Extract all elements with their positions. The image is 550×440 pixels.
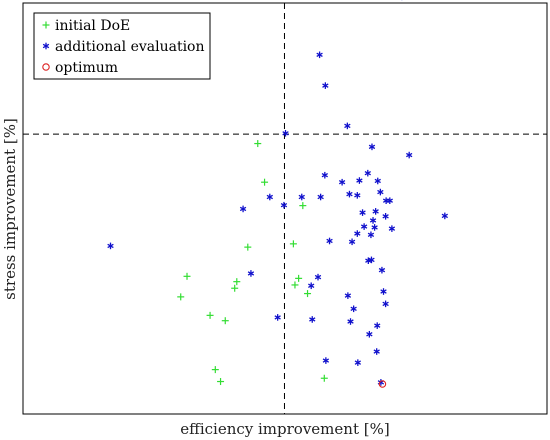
data-point bbox=[382, 197, 390, 204]
data-point bbox=[378, 266, 386, 274]
data-point bbox=[366, 330, 373, 338]
data-point bbox=[316, 51, 323, 59]
series-circle bbox=[378, 380, 387, 388]
data-point bbox=[371, 224, 378, 231]
data-point bbox=[322, 82, 329, 89]
data-point bbox=[239, 205, 247, 213]
data-point bbox=[338, 178, 346, 186]
data-point bbox=[317, 193, 324, 201]
data-point bbox=[221, 317, 229, 325]
data-point bbox=[344, 122, 351, 130]
data-point bbox=[314, 273, 322, 281]
data-point bbox=[326, 237, 333, 245]
data-point bbox=[374, 177, 381, 185]
data-point bbox=[206, 311, 214, 319]
data-point bbox=[378, 380, 387, 388]
data-point bbox=[364, 169, 371, 177]
data-point bbox=[373, 348, 380, 355]
legend: initial DoE additional evaluation optimum bbox=[33, 12, 211, 80]
data-point bbox=[347, 318, 354, 325]
data-point bbox=[406, 151, 413, 159]
data-point bbox=[369, 217, 377, 224]
data-point bbox=[374, 322, 381, 329]
data-point bbox=[217, 378, 225, 386]
data-point bbox=[177, 293, 185, 301]
legend-marker bbox=[42, 63, 50, 71]
data-point bbox=[322, 357, 330, 364]
data-point bbox=[368, 256, 375, 264]
data-point bbox=[289, 240, 297, 248]
data-point bbox=[360, 223, 368, 230]
data-point bbox=[231, 284, 239, 292]
legend-label: optimum bbox=[55, 60, 118, 76]
data-point bbox=[348, 238, 356, 246]
data-point bbox=[380, 288, 387, 295]
legend-entries: initial DoE additional evaluation optimum bbox=[42, 18, 205, 76]
data-point bbox=[304, 290, 312, 298]
data-point bbox=[350, 305, 357, 313]
series-plus bbox=[177, 140, 328, 386]
plot-frame bbox=[22, 2, 548, 415]
data-point bbox=[261, 178, 269, 186]
data-point bbox=[107, 242, 114, 250]
data-point bbox=[359, 209, 366, 216]
data-point bbox=[382, 300, 389, 308]
data-point bbox=[320, 374, 328, 382]
data-point bbox=[344, 292, 352, 299]
legend-label: initial DoE bbox=[55, 18, 130, 34]
data-point bbox=[247, 270, 255, 277]
data-point bbox=[388, 225, 396, 232]
legend-marker bbox=[42, 42, 50, 50]
data-point bbox=[386, 197, 393, 204]
legend-label: additional evaluation bbox=[55, 39, 205, 55]
data-point bbox=[274, 314, 281, 321]
data-point bbox=[244, 243, 252, 251]
data-point bbox=[298, 193, 305, 201]
data-point bbox=[377, 188, 384, 196]
y-axis-label: stress improvement [%] bbox=[1, 118, 19, 300]
data-point bbox=[299, 202, 307, 210]
data-point bbox=[441, 212, 449, 220]
data-point bbox=[372, 208, 379, 215]
data-point bbox=[354, 192, 361, 199]
data-point bbox=[211, 366, 219, 374]
data-point bbox=[183, 272, 191, 280]
data-point bbox=[321, 171, 329, 179]
data-point bbox=[266, 193, 273, 201]
data-point bbox=[280, 201, 288, 209]
data-point bbox=[367, 231, 375, 239]
data-point bbox=[346, 190, 353, 198]
data-point bbox=[308, 282, 315, 290]
data-point bbox=[291, 281, 299, 289]
data-point bbox=[354, 359, 362, 366]
data-point bbox=[382, 213, 389, 220]
series-asterisk bbox=[107, 0, 449, 386]
data-point bbox=[233, 278, 241, 286]
data-point bbox=[295, 274, 303, 282]
data-point bbox=[254, 140, 262, 148]
data-point bbox=[309, 316, 316, 323]
data-point bbox=[282, 129, 289, 137]
data-point bbox=[354, 230, 361, 237]
legend-marker bbox=[42, 21, 50, 29]
data-point bbox=[356, 177, 363, 184]
data-point bbox=[368, 143, 376, 151]
x-axis-label: efficiency improvement [%] bbox=[180, 420, 389, 438]
data-points bbox=[107, 0, 449, 388]
legend-box bbox=[33, 12, 211, 80]
